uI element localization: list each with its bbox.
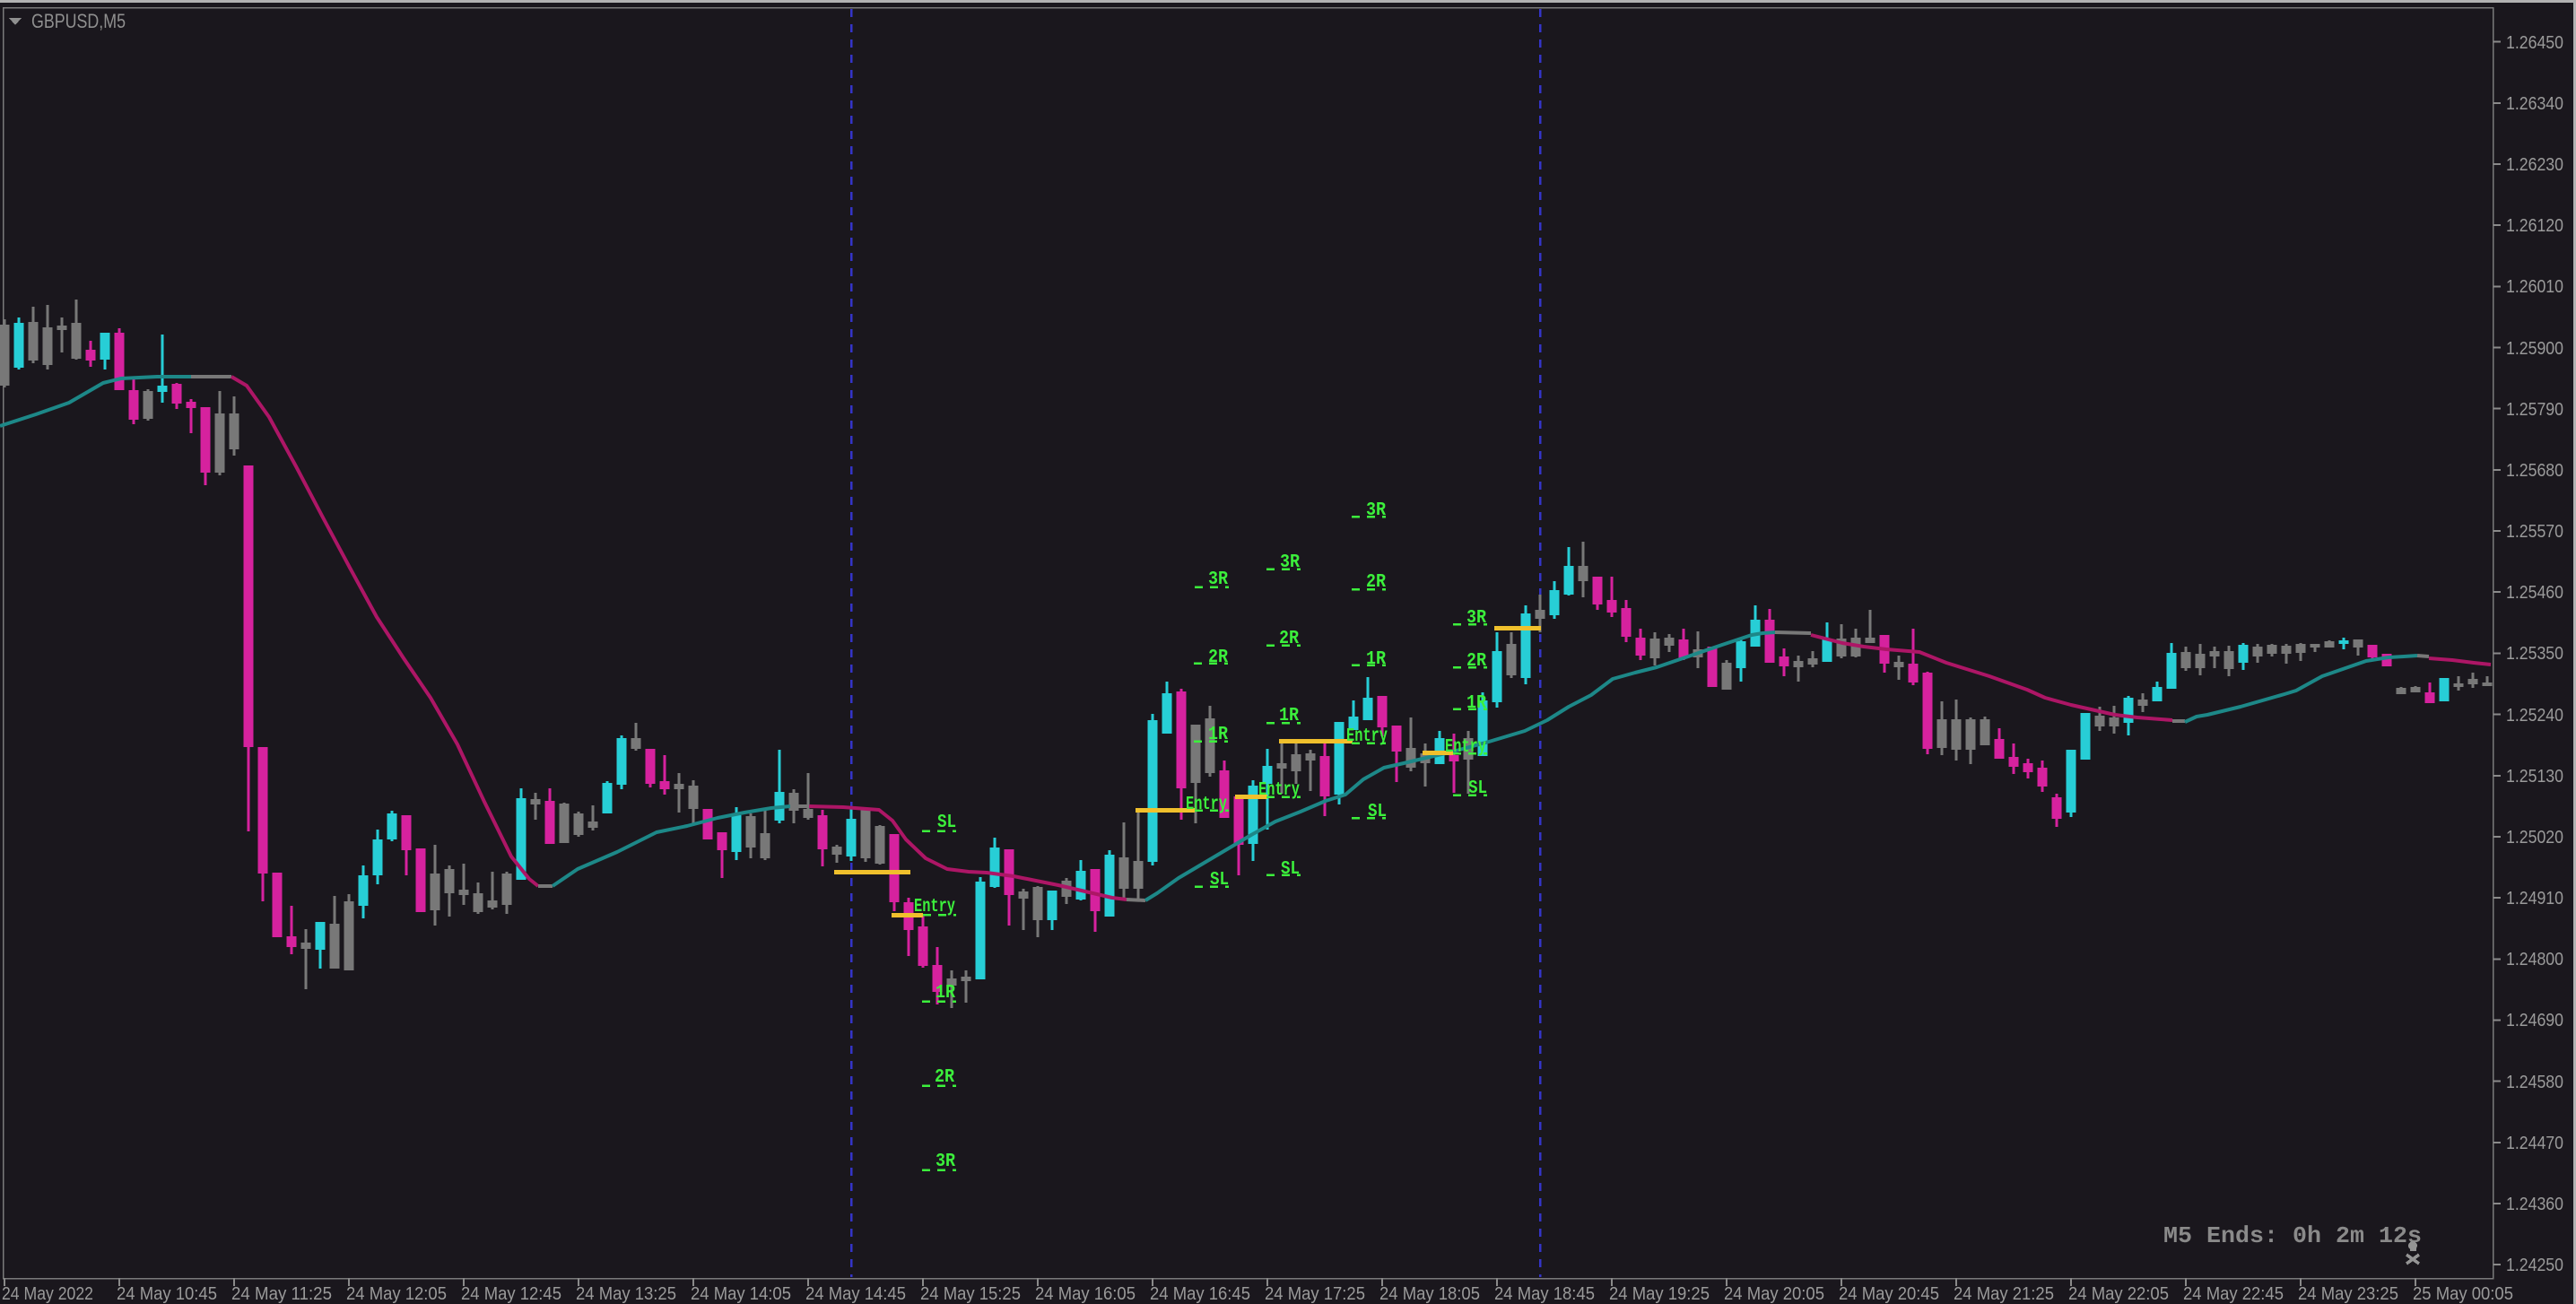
svg-text:3R: 3R	[1366, 500, 1386, 521]
svg-text:1R: 1R	[1366, 648, 1386, 670]
svg-text:1.25460: 1.25460	[2506, 582, 2563, 603]
svg-text:24 May 21:25: 24 May 21:25	[1954, 1283, 2054, 1304]
svg-text:2R: 2R	[935, 1066, 954, 1088]
svg-text:Entry: Entry	[1186, 794, 1227, 815]
svg-text:Entry: Entry	[1258, 779, 1300, 801]
svg-text:1R: 1R	[1208, 724, 1228, 745]
svg-text:24 May 11:25: 24 May 11:25	[231, 1283, 332, 1304]
svg-text:1.26010: 1.26010	[2506, 276, 2563, 297]
svg-text:24 May 12:05: 24 May 12:05	[346, 1283, 447, 1304]
svg-text:1.24470: 1.24470	[2506, 1133, 2563, 1153]
svg-text:1.24910: 1.24910	[2506, 888, 2563, 908]
svg-text:1R: 1R	[936, 982, 955, 1004]
svg-text:2R: 2R	[1208, 647, 1228, 668]
svg-text:25 May 00:05: 25 May 00:05	[2413, 1283, 2513, 1304]
svg-text:24 May 2022: 24 May 2022	[2, 1283, 93, 1304]
svg-text:24 May 19:25: 24 May 19:25	[1609, 1283, 1710, 1304]
svg-text:M5 Ends: 0h 2m 12s: M5 Ends: 0h 2m 12s	[2163, 1222, 2422, 1249]
svg-text:1R: 1R	[1279, 705, 1299, 726]
svg-text:24 May 17:25: 24 May 17:25	[1265, 1283, 1365, 1304]
svg-text:2R: 2R	[1279, 628, 1299, 649]
svg-text:1.25350: 1.25350	[2506, 643, 2563, 664]
svg-text:24 May 16:45: 24 May 16:45	[1150, 1283, 1250, 1304]
svg-text:24 May 14:05: 24 May 14:05	[691, 1283, 791, 1304]
svg-text:1.25900: 1.25900	[2506, 338, 2563, 359]
svg-text:1.25680: 1.25680	[2506, 460, 2563, 481]
svg-text:SL: SL	[1468, 778, 1487, 799]
svg-text:1.26230: 1.26230	[2506, 154, 2563, 175]
svg-text:3R: 3R	[1280, 552, 1300, 573]
svg-text:1.25240: 1.25240	[2506, 705, 2563, 726]
svg-text:3R: 3R	[1466, 607, 1486, 629]
svg-text:24 May 10:45: 24 May 10:45	[117, 1283, 217, 1304]
svg-text:24 May 13:25: 24 May 13:25	[576, 1283, 676, 1304]
svg-text:Entry: Entry	[914, 896, 955, 917]
svg-text:24 May 23:25: 24 May 23:25	[2298, 1283, 2398, 1304]
svg-text:Entry: Entry	[1346, 726, 1388, 747]
svg-text:24 May 12:45: 24 May 12:45	[461, 1283, 561, 1304]
svg-text:1.25130: 1.25130	[2506, 766, 2563, 787]
svg-text:1.24360: 1.24360	[2506, 1194, 2563, 1214]
svg-text:3R: 3R	[1208, 569, 1228, 590]
svg-text:1.26340: 1.26340	[2506, 93, 2563, 114]
svg-text:Entry: Entry	[1445, 736, 1486, 758]
svg-text:1.24690: 1.24690	[2506, 1010, 2563, 1030]
svg-text:24 May 18:45: 24 May 18:45	[1494, 1283, 1595, 1304]
svg-text:2R: 2R	[1466, 650, 1486, 672]
svg-text:24 May 14:45: 24 May 14:45	[805, 1283, 906, 1304]
svg-text:3R: 3R	[936, 1151, 955, 1172]
svg-text:24 May 20:45: 24 May 20:45	[1839, 1283, 1939, 1304]
svg-text:24 May 16:05: 24 May 16:05	[1035, 1283, 1136, 1304]
svg-text:1.26120: 1.26120	[2506, 215, 2563, 236]
svg-text:1.25790: 1.25790	[2506, 399, 2563, 420]
svg-text:1.24250: 1.24250	[2506, 1255, 2563, 1275]
svg-text:24 May 22:45: 24 May 22:45	[2183, 1283, 2284, 1304]
svg-text:1.26450: 1.26450	[2506, 32, 2563, 53]
svg-text:24 May 20:05: 24 May 20:05	[1724, 1283, 1824, 1304]
svg-text:2R: 2R	[1366, 571, 1386, 593]
svg-text:GBPUSD,M5: GBPUSD,M5	[31, 10, 126, 32]
svg-text:24 May 18:05: 24 May 18:05	[1379, 1283, 1480, 1304]
svg-text:SL: SL	[1210, 869, 1229, 891]
svg-text:24 May 15:25: 24 May 15:25	[920, 1283, 1021, 1304]
svg-text:1.24580: 1.24580	[2506, 1072, 2563, 1092]
svg-text:1.25020: 1.25020	[2506, 827, 2563, 848]
svg-text:24 May 22:05: 24 May 22:05	[2068, 1283, 2169, 1304]
svg-text:SL: SL	[937, 812, 956, 833]
svg-text:1.25570: 1.25570	[2506, 521, 2563, 542]
svg-text:1R: 1R	[1466, 692, 1486, 714]
svg-text:SL: SL	[1281, 858, 1300, 880]
svg-text:SL: SL	[1368, 801, 1387, 822]
svg-text:1.24800: 1.24800	[2506, 949, 2563, 969]
